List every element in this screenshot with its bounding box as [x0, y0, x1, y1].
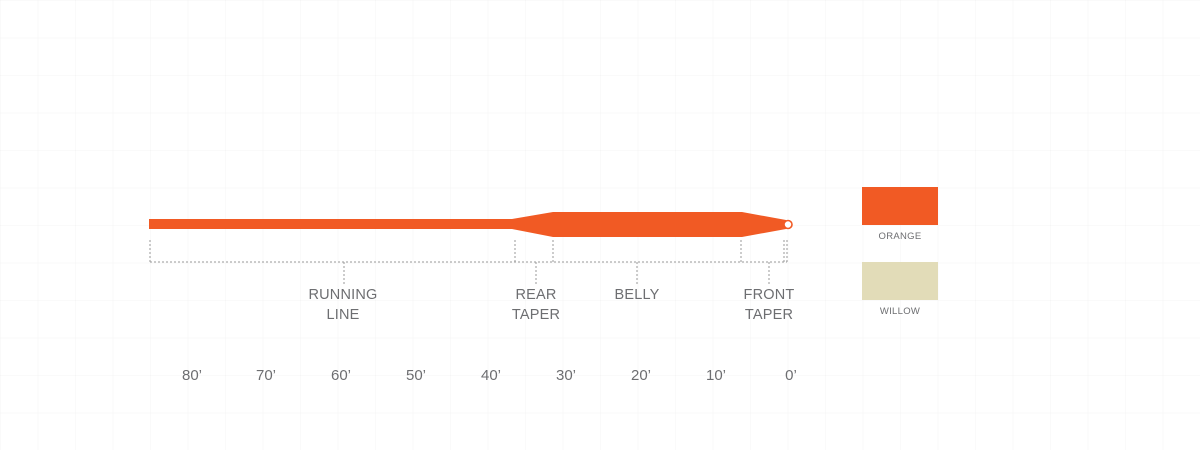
section-label-running-line: RUNNING LINE [308, 285, 377, 325]
scale-tick: 30’ [555, 367, 577, 384]
scale-tick: 80’ [181, 367, 203, 384]
label-line: BELLY [614, 287, 660, 303]
swatch-label-orange: ORANGE [878, 231, 922, 242]
welded-loop-icon [783, 219, 793, 230]
scale-tick: 60’ [330, 367, 352, 384]
scale-tick: 10’ [705, 367, 727, 384]
label-line: RUNNING [308, 287, 378, 303]
label-line: TAPER [511, 307, 561, 323]
swatch-label-willow: WILLOW [879, 306, 921, 317]
scale-tick: 20’ [630, 367, 652, 384]
scale-tick: 0’ [785, 367, 797, 384]
scale-tick: 50’ [405, 367, 427, 384]
fly-line-shape [149, 212, 786, 237]
color-swatch-orange[interactable] [862, 187, 938, 225]
section-label-belly: BELLY [614, 285, 659, 305]
color-swatch-willow[interactable] [862, 262, 938, 300]
section-label-front-taper: FRONT TAPER [744, 285, 795, 325]
scale-tick: 70’ [255, 367, 277, 384]
scale-tick: 40’ [480, 367, 502, 384]
label-line: TAPER [744, 307, 794, 323]
label-line: FRONT [743, 287, 795, 303]
label-line: LINE [326, 307, 360, 323]
section-label-rear-taper: REAR TAPER [512, 285, 560, 325]
label-line: REAR [515, 287, 557, 303]
